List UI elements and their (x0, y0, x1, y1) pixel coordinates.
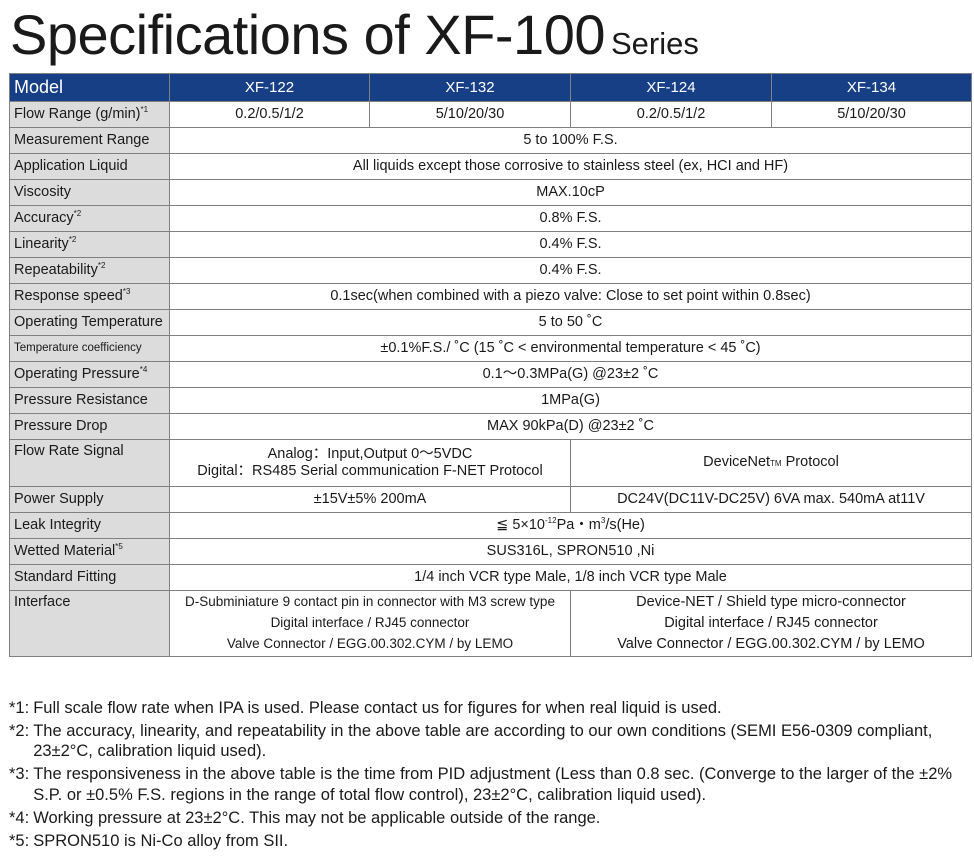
temperature-coefficiency-value: ±0.1%F.S./ ˚C (15 ˚C < environmental tem… (169, 335, 972, 362)
spec-table: Model XF-122 XF-132 XF-124 XF-134 Flow R… (9, 73, 972, 657)
flow-range-xf-132: 5/10/20/30 (369, 101, 571, 128)
table-row: Pressure Resistance 1MPa(G) (9, 387, 972, 414)
footnote-2: *2: The accuracy, linearity, and repeatab… (9, 722, 933, 761)
row-label-flow-range: Flow Range (g/min)*1 (9, 101, 170, 128)
model-xf-132: XF-132 (369, 73, 571, 102)
model-xf-134: XF-134 (771, 73, 972, 102)
trademark-mark: TM (770, 459, 782, 469)
row-label-measurement-range: Measurement Range (9, 127, 170, 154)
standard-fitting-value: 1/4 inch VCR type Male, 1/8 inch VCR typ… (169, 564, 972, 591)
row-label-temperature-coefficiency: Temperature coefficiency (9, 335, 170, 362)
table-row: Viscosity MAX.10cP (9, 179, 972, 206)
operating-pressure-value: 0.1～0.3MPa(G) @23±2 ˚C (169, 361, 972, 388)
interface-analog-line: Digital interface / RJ45 connector (270, 615, 470, 631)
table-row: Linearity*2 0.4% F.S. (9, 231, 972, 258)
power-supply-analog: ±15V±5% 200mA (169, 486, 571, 513)
flow-rate-signal-devicenet: DeviceNetTM Protocol (570, 439, 972, 487)
table-row: Wetted Material*5 SUS316L, SPRON510 ,Ni (9, 538, 972, 565)
linearity-value: 0.4% F.S. (169, 231, 972, 258)
interface-devicenet-line: Digital interface / RJ45 connector (664, 614, 878, 631)
table-row: Interface D-Subminiature 9 contact pin i… (9, 590, 972, 657)
table-row: Application Liquid All liquids except th… (9, 153, 972, 180)
flow-rate-signal-analog-digital: Analog：Input,Output 0～5VDC Digital：RS485… (169, 439, 571, 487)
interface-analog: D-Subminiature 9 contact pin in connecto… (169, 590, 571, 657)
row-label-application-liquid: Application Liquid (9, 153, 170, 180)
operating-temperature-value: 5 to 50 ˚C (169, 309, 972, 336)
repeatability-value: 0.4% F.S. (169, 257, 972, 284)
interface-devicenet-line: Device-NET / Shield type micro-connector (636, 593, 906, 610)
model-xf-122: XF-122 (169, 73, 370, 102)
footnotes: *1: Full scale flow rate when IPA is used… (9, 698, 969, 854)
footnote-mark: *4 (139, 364, 148, 374)
viscosity-value: MAX.10cP (169, 179, 972, 206)
model-xf-124: XF-124 (570, 73, 772, 102)
row-label-linearity: Linearity*2 (9, 231, 170, 258)
table-row: Leak Integrity ≦ 5×10-12Pa・m3/s(He) (9, 512, 972, 539)
interface-devicenet: Device-NET / Shield type micro-connector… (570, 590, 972, 657)
pressure-resistance-value: 1MPa(G) (169, 387, 972, 414)
table-row: Flow Rate Signal Analog：Input,Output 0～5… (9, 439, 972, 487)
table-row: Measurement Range 5 to 100% F.S. (9, 127, 972, 154)
row-label-operating-pressure: Operating Pressure*4 (9, 361, 170, 388)
footnote-mark: *2 (68, 234, 77, 244)
row-label-pressure-drop: Pressure Drop (9, 413, 170, 440)
title-main: Specifications of XF-100 (10, 3, 605, 66)
row-label-standard-fitting: Standard Fitting (9, 564, 170, 591)
table-row: Operating Pressure*4 0.1～0.3MPa(G) @23±2… (9, 361, 972, 388)
row-label-accuracy: Accuracy*2 (9, 205, 170, 232)
interface-analog-line: D-Subminiature 9 contact pin in connecto… (185, 594, 555, 610)
footnote-mark: *5 (115, 541, 123, 551)
footnote-mark: *3 (122, 286, 131, 296)
interface-devicenet-line: Valve Connector / EGG.00.302.CYM / by LE… (617, 636, 925, 652)
row-label-wetted-material: Wetted Material*5 (9, 538, 170, 565)
footnote-1: *1: Full scale flow rate when IPA is used… (9, 699, 722, 717)
pressure-drop-value: MAX 90kPa(D) @23±2 ˚C (169, 413, 972, 440)
flow-range-xf-134: 5/10/20/30 (771, 101, 972, 128)
header-model-label: Model (9, 73, 170, 102)
table-row: Standard Fitting 1/4 inch VCR type Male,… (9, 564, 972, 591)
table-row: Power Supply ±15V±5% 200mA DC24V(DC11V-D… (9, 486, 972, 513)
accuracy-value: 0.8% F.S. (169, 205, 972, 232)
leak-integrity-value: ≦ 5×10-12Pa・m3/s(He) (169, 512, 972, 539)
wetted-material-value: SUS316L, SPRON510 ,Ni (169, 538, 972, 565)
row-label-pressure-resistance: Pressure Resistance (9, 387, 170, 414)
page-title: Specifications of XF-100 Series (10, 2, 699, 66)
table-row: Operating Temperature 5 to 50 ˚C (9, 309, 972, 336)
title-series: Series (610, 26, 699, 61)
flow-range-xf-122: 0.2/0.5/1/2 (169, 101, 370, 128)
row-label-power-supply: Power Supply (9, 486, 170, 513)
footnote-3: *3: The responsiveness in the above table… (9, 765, 953, 804)
measurement-range-value: 5 to 100% F.S. (169, 127, 972, 154)
footnote-5: *5: SPRON510 is Ni-Co alloy from SII. (9, 831, 289, 850)
row-label-response-speed: Response speed*3 (9, 283, 170, 310)
row-label-operating-temperature: Operating Temperature (9, 309, 170, 336)
interface-analog-line: Valve Connector / EGG.00.302.CYM / by LE… (226, 635, 514, 651)
application-liquid-value: All liquids except those corrosive to st… (169, 153, 972, 180)
footnote-mark: *2 (73, 208, 82, 218)
row-label-leak-integrity: Leak Integrity (9, 512, 170, 539)
flow-rate-signal-digital: Digital：RS485 Serial communication F-NET… (197, 463, 543, 479)
table-row: Response speed*3 0.1sec(when combined wi… (9, 283, 972, 310)
row-label-flow-rate-signal: Flow Rate Signal (9, 439, 170, 487)
row-label-repeatability: Repeatability*2 (9, 257, 170, 284)
table-row: Flow Range (g/min)*1 0.2/0.5/1/2 5/10/20… (9, 101, 972, 128)
footnote-mark: *2 (97, 260, 106, 270)
flow-rate-signal-analog: Analog：Input,Output 0～5VDC (267, 445, 473, 462)
footnote-4: *4: Working pressure at 23±2°C. This may … (9, 808, 601, 827)
table-header-row: Model XF-122 XF-132 XF-124 XF-134 (9, 73, 972, 102)
table-row: Temperature coefficiency ±0.1%F.S./ ˚C (… (9, 335, 972, 362)
row-label-interface: Interface (9, 590, 170, 657)
footnote-mark: *1 (140, 104, 149, 114)
table-row: Repeatability*2 0.4% F.S. (9, 257, 972, 284)
row-label-viscosity: Viscosity (9, 179, 170, 206)
response-speed-value: 0.1sec(when combined with a piezo valve:… (169, 283, 972, 310)
flow-range-xf-124: 0.2/0.5/1/2 (570, 101, 772, 128)
power-supply-devicenet: DC24V(DC11V-DC25V) 6VA max. 540mA at11V (570, 486, 972, 513)
table-row: Accuracy*2 0.8% F.S. (9, 205, 972, 232)
table-row: Pressure Drop MAX 90kPa(D) @23±2 ˚C (9, 413, 972, 440)
